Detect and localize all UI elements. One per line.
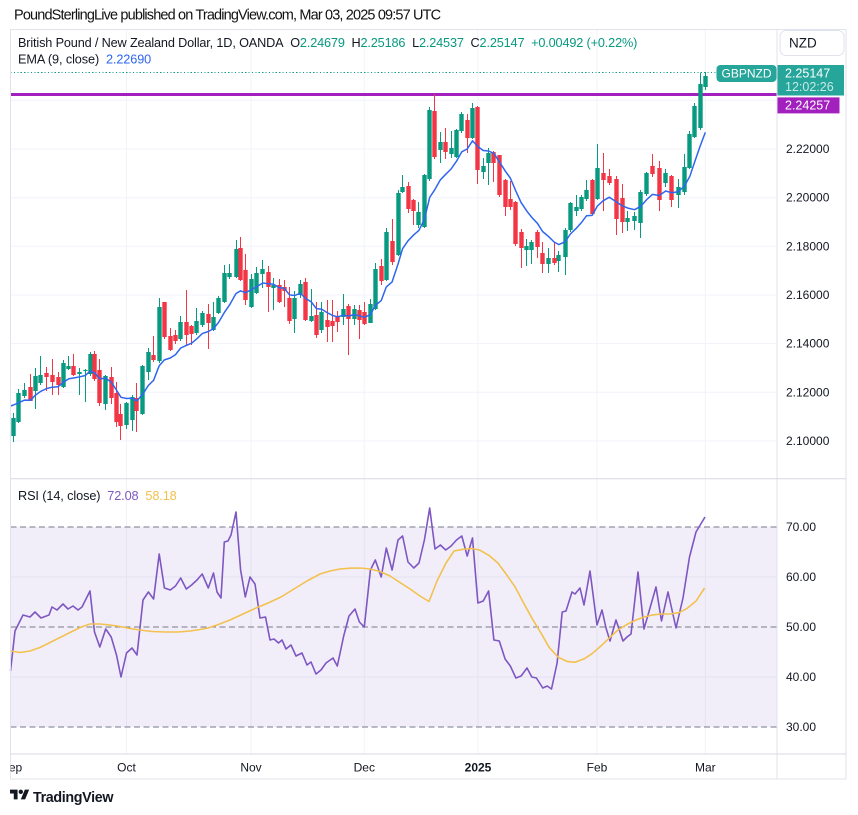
svg-text:50.00: 50.00: [786, 620, 816, 634]
svg-text:60.00: 60.00: [786, 570, 816, 584]
svg-text:2.22000: 2.22000: [786, 142, 830, 156]
svg-text:2.12000: 2.12000: [786, 385, 830, 399]
svg-text:EMA (9, close) 2.22690: EMA (9, close) 2.22690: [18, 53, 151, 67]
svg-text:NZD: NZD: [789, 36, 817, 51]
svg-text:PoundSterlingLive published on: PoundSterlingLive published on TradingVi…: [14, 8, 441, 24]
svg-text:2.16000: 2.16000: [786, 288, 830, 302]
svg-text:TradingView: TradingView: [33, 790, 114, 806]
svg-text:2.14000: 2.14000: [786, 337, 830, 351]
svg-text:2025: 2025: [465, 761, 492, 775]
svg-text:Nov: Nov: [240, 761, 261, 775]
svg-text:Feb: Feb: [587, 761, 608, 775]
svg-text:2.10000: 2.10000: [786, 434, 830, 448]
svg-text:2.25147: 2.25147: [785, 67, 830, 81]
svg-text:RSI (14, close) 72.08 58.18: RSI (14, close) 72.08 58.18: [18, 489, 177, 503]
svg-text:Sep: Sep: [1, 761, 23, 775]
svg-text:Mar: Mar: [695, 761, 716, 775]
svg-text:12:02:26: 12:02:26: [785, 80, 834, 94]
svg-text:GBPNZD: GBPNZD: [721, 67, 771, 81]
svg-text:2.24257: 2.24257: [785, 99, 830, 113]
svg-text:40.00: 40.00: [786, 670, 816, 684]
svg-text:2.20000: 2.20000: [786, 191, 830, 205]
svg-text:70.00: 70.00: [786, 520, 816, 534]
svg-text:British Pound / New Zealand Do: British Pound / New Zealand Dollar, 1D, …: [18, 36, 637, 50]
svg-text:2.18000: 2.18000: [786, 239, 830, 253]
svg-text:30.00: 30.00: [786, 720, 816, 734]
svg-text:Dec: Dec: [354, 761, 375, 775]
svg-text:Oct: Oct: [117, 761, 136, 775]
